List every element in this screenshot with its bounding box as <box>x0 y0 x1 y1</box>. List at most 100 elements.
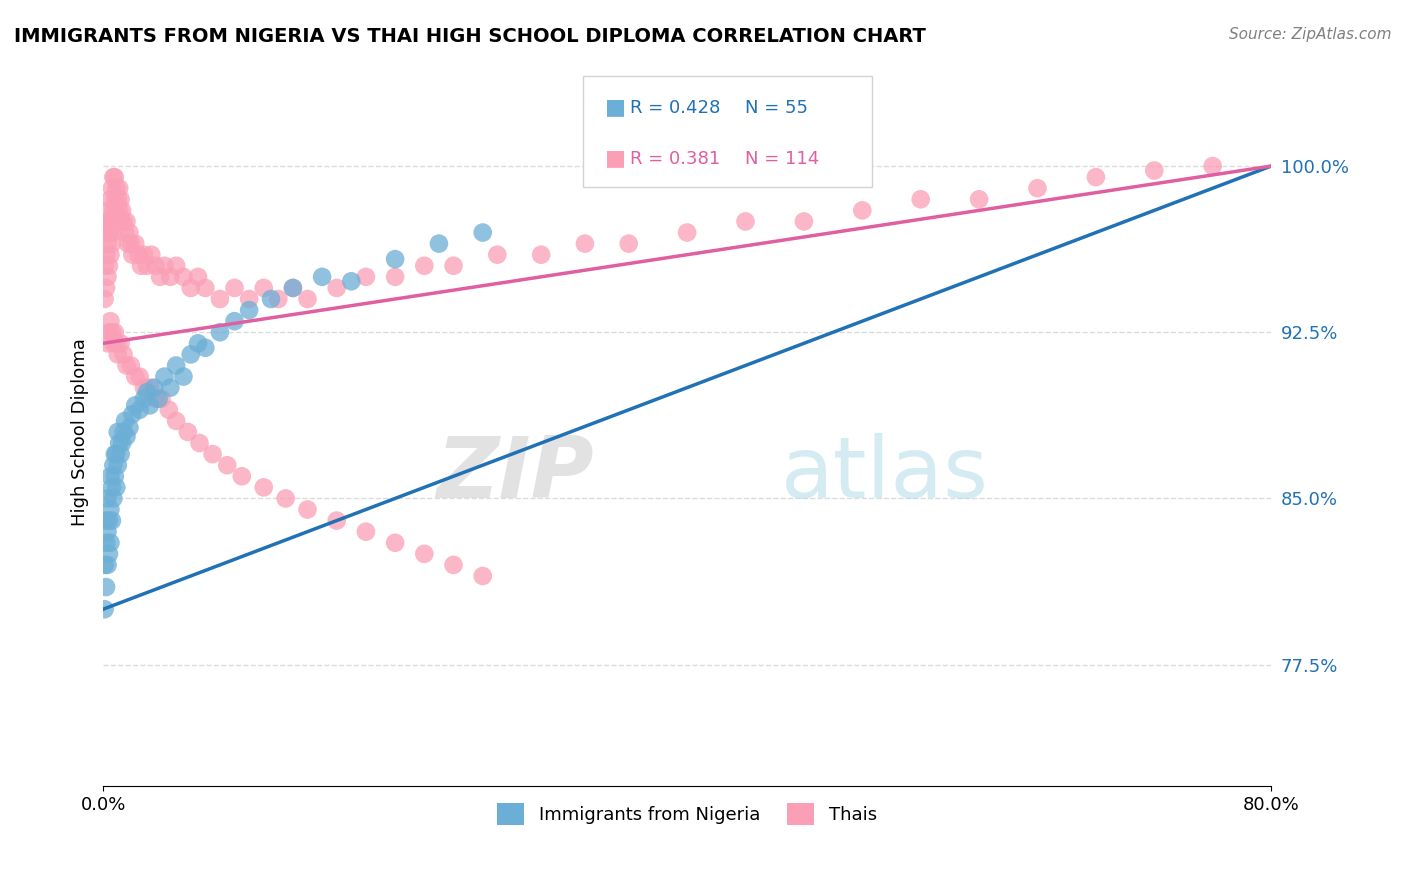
Text: ■: ■ <box>605 97 626 117</box>
Point <box>443 558 465 572</box>
Point <box>100 248 122 262</box>
Point <box>94 281 117 295</box>
Point <box>238 303 260 318</box>
Point <box>311 269 333 284</box>
Point <box>107 425 129 439</box>
Point <box>127 248 149 262</box>
Text: IMMIGRANTS FROM NIGERIA VS THAI HIGH SCHOOL DIPLOMA CORRELATION CHART: IMMIGRANTS FROM NIGERIA VS THAI HIGH SCH… <box>14 27 927 45</box>
Point <box>94 226 117 240</box>
Point <box>224 314 246 328</box>
Point <box>111 436 134 450</box>
Point <box>165 414 187 428</box>
Point <box>100 502 122 516</box>
Point <box>94 248 117 262</box>
Text: R = 0.428: R = 0.428 <box>630 99 720 117</box>
Point <box>105 336 128 351</box>
Point <box>354 269 377 284</box>
Point <box>676 226 699 240</box>
Point <box>100 192 122 206</box>
Point <box>93 292 115 306</box>
Point <box>224 281 246 295</box>
Point <box>574 236 596 251</box>
Point <box>384 535 406 549</box>
Point <box>93 602 115 616</box>
Point <box>107 347 129 361</box>
Point <box>194 341 217 355</box>
Point <box>96 236 118 251</box>
Point <box>98 514 121 528</box>
Point <box>103 458 125 473</box>
Point <box>107 192 129 206</box>
Point <box>98 226 121 240</box>
Point <box>141 248 163 262</box>
Point <box>111 203 134 218</box>
Point <box>96 524 118 539</box>
Point <box>1084 170 1107 185</box>
Point <box>143 381 166 395</box>
Text: R = 0.381: R = 0.381 <box>630 151 720 169</box>
Point <box>121 407 143 421</box>
Text: N = 114: N = 114 <box>745 151 820 169</box>
Point <box>108 436 131 450</box>
Point <box>108 203 131 218</box>
Point <box>98 203 121 218</box>
Point <box>112 425 135 439</box>
Point <box>101 514 124 528</box>
Point <box>98 325 121 339</box>
Point <box>443 259 465 273</box>
Point <box>94 514 117 528</box>
Point <box>297 502 319 516</box>
Point <box>105 203 128 218</box>
Point <box>325 514 347 528</box>
Point <box>104 447 127 461</box>
Point <box>145 259 167 273</box>
Point <box>734 214 756 228</box>
Point <box>104 192 127 206</box>
Point <box>93 259 115 273</box>
Point <box>107 214 129 228</box>
Point <box>103 491 125 506</box>
Point <box>851 203 873 218</box>
Point <box>128 402 150 417</box>
Point <box>96 558 118 572</box>
Point <box>325 281 347 295</box>
Point <box>136 385 159 400</box>
Point <box>96 214 118 228</box>
Point <box>281 281 304 295</box>
Point <box>93 558 115 572</box>
Text: atlas: atlas <box>780 433 988 516</box>
Point <box>101 236 124 251</box>
Point <box>165 259 187 273</box>
Point <box>110 336 132 351</box>
Point <box>107 458 129 473</box>
Point <box>260 292 283 306</box>
Point <box>187 336 209 351</box>
Point <box>153 259 176 273</box>
Point <box>201 447 224 461</box>
Point <box>104 170 127 185</box>
Point <box>471 226 494 240</box>
Point <box>159 269 181 284</box>
Point <box>172 369 194 384</box>
Point <box>297 292 319 306</box>
Point <box>530 248 553 262</box>
Point <box>253 281 276 295</box>
Point <box>103 170 125 185</box>
Point <box>98 259 121 273</box>
Point <box>413 259 436 273</box>
Point <box>1202 159 1225 173</box>
Point <box>136 259 159 273</box>
Point <box>354 524 377 539</box>
Point <box>486 248 509 262</box>
Point <box>118 420 141 434</box>
Point <box>96 269 118 284</box>
Point <box>132 392 155 406</box>
Point <box>165 359 187 373</box>
Point <box>108 181 131 195</box>
Point <box>110 447 132 461</box>
Point <box>124 398 146 412</box>
Point <box>413 547 436 561</box>
Point <box>150 392 173 406</box>
Point <box>100 469 122 483</box>
Point <box>118 226 141 240</box>
